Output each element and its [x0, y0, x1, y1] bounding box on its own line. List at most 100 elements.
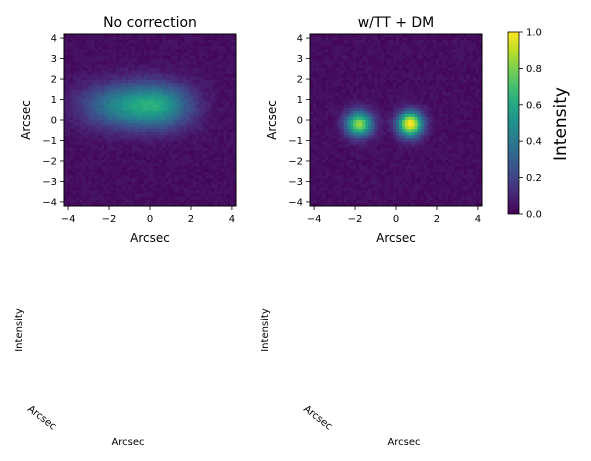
heatmap-cell [199, 120, 203, 124]
heatmap-cell [171, 187, 175, 192]
heatmap-cell [85, 37, 89, 41]
heatmap-cell [226, 159, 231, 164]
heatmap-cell [119, 193, 123, 198]
heatmap-cell [328, 70, 332, 75]
heatmap-cell [131, 104, 136, 109]
heatmap-cell [396, 83, 400, 87]
heatmap-cell [91, 184, 96, 188]
heatmap-cell [174, 144, 179, 149]
heatmap-cell [180, 40, 185, 44]
heatmap-cell [73, 101, 77, 106]
heatmap-cell [131, 61, 136, 66]
heatmap-cell [116, 40, 120, 44]
heatmap-cell [165, 37, 169, 41]
heatmap-cell [165, 150, 169, 155]
heatmap-cell [76, 156, 80, 161]
heatmap-cell [110, 181, 114, 185]
heatmap-cell [76, 138, 80, 142]
heatmap-cell [226, 187, 231, 192]
heatmap-cell [451, 126, 455, 130]
heatmap-cell [454, 70, 458, 75]
heatmap-cell [177, 64, 182, 69]
heatmap-cell [356, 34, 360, 38]
heatmap-cell [100, 172, 105, 176]
heatmap-cell [70, 86, 74, 90]
heatmap-cell [103, 70, 108, 75]
heatmap-cell [183, 147, 188, 152]
heatmap-cell [143, 101, 148, 106]
heatmap-cell [131, 101, 136, 106]
heatmap-cell [392, 67, 397, 72]
heatmap-cell [110, 156, 114, 161]
heatmap-cell [196, 159, 200, 164]
heatmap-cell [134, 43, 139, 47]
heatmap-cell [107, 166, 111, 170]
heatmap-cell [116, 126, 120, 130]
heatmap-cell [186, 116, 191, 121]
heatmap-cell [110, 147, 114, 152]
heatmap-cell [208, 199, 212, 204]
heatmap-cell [137, 199, 142, 204]
heatmap-cell [79, 70, 83, 75]
heatmap-cell [119, 169, 123, 173]
heatmap-cell [162, 187, 166, 192]
heatmap-cell [472, 83, 477, 87]
heatmap-cell [392, 58, 397, 63]
heatmap-cell [226, 46, 231, 50]
heatmap-cell [429, 37, 434, 41]
heatmap-cell [414, 64, 418, 69]
heatmap-cell [94, 196, 99, 201]
heatmap-cell [340, 83, 345, 87]
heatmap-cell [439, 73, 443, 78]
heatmap-cell [125, 61, 129, 66]
heatmap-cell [469, 92, 474, 96]
heatmap-cell [451, 61, 455, 66]
heatmap-cell [153, 46, 157, 50]
heatmap-cell [399, 37, 403, 41]
heatmap-cell [202, 80, 206, 84]
heatmap-cell [131, 147, 136, 152]
heatmap-cell [214, 98, 218, 102]
heatmap-cell [202, 147, 206, 152]
heatmap-cell [73, 95, 77, 99]
heatmap-cell [177, 110, 182, 115]
heatmap-cell [137, 190, 142, 195]
heatmap-cell [334, 86, 339, 90]
heatmap-cell [346, 49, 351, 53]
heatmap-cell [107, 92, 111, 96]
heatmap-cell [457, 98, 461, 102]
heatmap-cell [193, 110, 197, 115]
heatmap-cell [229, 169, 234, 173]
heatmap-cell [374, 52, 378, 56]
heatmap-cell [134, 113, 139, 118]
heatmap-cell [368, 55, 372, 59]
heatmap-cell [162, 80, 166, 84]
heatmap-cell [353, 46, 357, 50]
heatmap-cell [420, 40, 425, 44]
heatmap-cell [196, 199, 200, 204]
heatmap-cell [217, 129, 222, 133]
heatmap-cell [143, 175, 148, 179]
heatmap-cell [134, 175, 139, 179]
heatmap-cell [113, 67, 117, 72]
heatmap-cell [392, 95, 397, 99]
heatmap-cell [220, 169, 225, 173]
heatmap-cell [466, 34, 471, 38]
heatmap-cell [107, 34, 111, 38]
heatmap-cell [110, 95, 114, 99]
heatmap-cell [183, 64, 188, 69]
y-tick-label: 2 [51, 75, 57, 86]
heatmap-cell [94, 67, 99, 72]
heatmap-cell [371, 55, 375, 59]
heatmap-cell [73, 49, 77, 53]
heatmap-cell [97, 166, 102, 170]
heatmap-cell [110, 110, 114, 115]
heatmap-cell [140, 187, 145, 192]
heatmap-cell [371, 95, 375, 99]
heatmap-cell [67, 159, 71, 164]
heatmap-cell [460, 89, 464, 93]
heatmap-cell [189, 150, 194, 155]
heatmap-cell [359, 126, 363, 130]
heatmap-cell [67, 43, 71, 47]
heatmap-cell [211, 46, 215, 50]
